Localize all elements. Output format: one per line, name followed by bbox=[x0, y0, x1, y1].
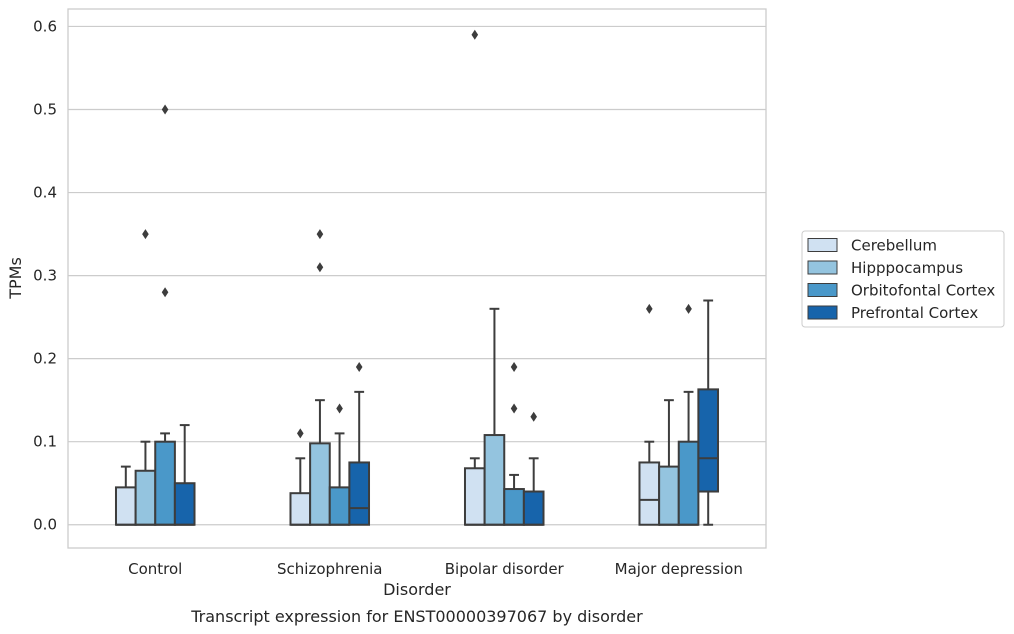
box-body bbox=[522, 490, 545, 526]
x-tick-label: Bipolar disorder bbox=[445, 560, 565, 578]
box-cerebellum bbox=[638, 303, 661, 526]
outlier-point bbox=[316, 262, 324, 273]
box-body bbox=[114, 486, 137, 526]
box-hipppocampus bbox=[309, 229, 331, 526]
x-tick-labels: Control Schizophrenia Bipolar disorder Majo… bbox=[128, 560, 743, 578]
box-body bbox=[658, 465, 680, 526]
legend: Cerebellum Hipppocampus Orbitofontal Corte… bbox=[801, 230, 1005, 328]
legend-label: Orbitofontal Cortex bbox=[851, 282, 995, 300]
box-body bbox=[328, 486, 351, 526]
y-tick-label: 0.4 bbox=[33, 184, 57, 202]
box-body bbox=[348, 461, 371, 526]
outlier-point bbox=[161, 287, 169, 298]
box-body bbox=[503, 488, 525, 526]
y-tick-label: 0.6 bbox=[33, 17, 57, 35]
box-hipppocampus bbox=[483, 307, 506, 526]
box-prefrontal-cortex bbox=[522, 411, 545, 526]
y-tick-label: 0.2 bbox=[33, 350, 57, 368]
box-body bbox=[483, 434, 506, 526]
box-body bbox=[154, 440, 176, 526]
x-axis-title: Disorder bbox=[383, 580, 451, 599]
box-body bbox=[697, 388, 720, 493]
legend-swatch bbox=[807, 305, 838, 320]
box-hipppocampus bbox=[658, 399, 680, 526]
legend-swatch bbox=[807, 238, 838, 252]
y-tick-label: 0.1 bbox=[33, 433, 57, 451]
x-tick-label: Control bbox=[128, 560, 182, 578]
legend-label: Hipppocampus bbox=[851, 259, 963, 277]
outlier-point bbox=[530, 411, 537, 422]
outlier-point bbox=[336, 403, 343, 414]
box-body bbox=[309, 442, 331, 526]
legend-label: Prefrontal Cortex bbox=[851, 304, 978, 322]
legend-frame bbox=[801, 230, 1005, 328]
box-body bbox=[463, 467, 486, 526]
box-cerebellum bbox=[114, 465, 137, 526]
legend-swatch bbox=[807, 260, 838, 275]
box-body bbox=[638, 461, 661, 526]
legend-swatch bbox=[807, 283, 838, 297]
box-orbitofontal-cortex bbox=[328, 403, 351, 526]
outlier-point bbox=[161, 104, 169, 115]
outlier-point bbox=[510, 403, 518, 414]
outlier-point bbox=[685, 303, 692, 314]
box-series bbox=[114, 29, 720, 526]
x-tick-label: Schizophrenia bbox=[277, 560, 382, 578]
outlier-point bbox=[510, 361, 518, 372]
outlier-point bbox=[297, 428, 304, 439]
box-body bbox=[134, 469, 157, 526]
y-axis-title: TPMs bbox=[6, 257, 25, 300]
y-tick-label: 0.3 bbox=[33, 267, 57, 285]
y-tick-labels: 0.0 0.1 0.2 0.3 0.4 0.5 0.6 bbox=[33, 17, 57, 533]
box-body bbox=[289, 492, 312, 526]
outlier-point bbox=[316, 229, 324, 240]
y-tick-label: 0.0 bbox=[33, 516, 57, 534]
box-prefrontal-cortex bbox=[348, 361, 371, 526]
box-prefrontal-cortex bbox=[173, 424, 196, 526]
box-body bbox=[677, 440, 700, 526]
y-tick-label: 0.5 bbox=[33, 100, 57, 118]
outlier-point bbox=[355, 361, 363, 372]
plot-frame bbox=[67, 8, 767, 549]
outlier-point bbox=[471, 29, 479, 40]
x-tick-label: Major depression bbox=[615, 560, 743, 578]
outlier-point bbox=[142, 229, 149, 240]
box-body bbox=[173, 482, 196, 526]
legend-label: Cerebellum bbox=[851, 237, 937, 255]
chart-caption: Transcript expression for ENST0000039706… bbox=[190, 607, 643, 626]
outlier-point bbox=[646, 303, 653, 314]
box-prefrontal-cortex bbox=[697, 299, 720, 526]
